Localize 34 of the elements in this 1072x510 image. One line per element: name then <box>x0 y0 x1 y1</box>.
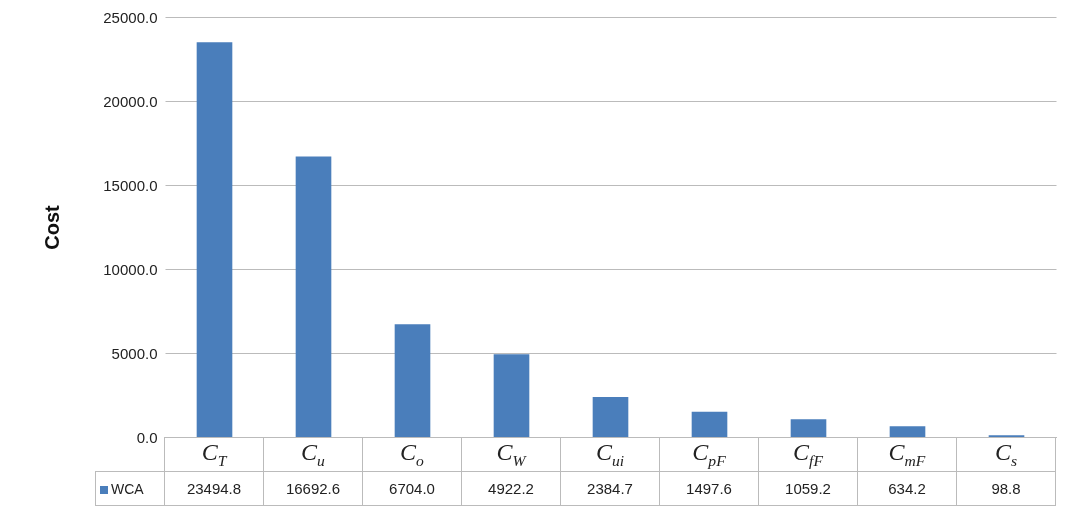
x-tick-label: C$_{W}$ <box>461 437 561 472</box>
x-tick-label: C$_{T}$ <box>164 437 264 472</box>
y-tick-label: 10000.0 <box>103 260 158 278</box>
bar <box>493 354 530 437</box>
bar <box>691 411 728 437</box>
data-label: 1497.6 <box>659 471 759 506</box>
data-label: 634.2 <box>857 471 957 506</box>
y-axis-title: Cost <box>41 204 64 250</box>
data-label: 98.8 <box>956 471 1056 506</box>
bar <box>889 426 926 437</box>
bar <box>295 156 332 437</box>
y-tick-label: 5000.0 <box>111 344 158 362</box>
x-tick-label: C$_{s}$ <box>956 437 1056 472</box>
x-tick-label: C$_{pF}$ <box>659 437 759 472</box>
data-label: 1059.2 <box>758 471 858 506</box>
y-tick-label: 20000.0 <box>103 92 158 110</box>
data-label: 23494.8 <box>164 471 264 506</box>
x-tick-label: C$_{u}$ <box>263 437 363 472</box>
y-tick-label: 15000.0 <box>103 176 158 194</box>
data-label: 2384.7 <box>560 471 660 506</box>
x-tick-label: C$_{o}$ <box>362 437 462 472</box>
data-label: 16692.6 <box>263 471 363 506</box>
data-label: 6704.0 <box>362 471 462 506</box>
bar <box>196 42 233 437</box>
x-tick-label: C$_{ui}$ <box>560 437 660 472</box>
bar <box>592 396 629 437</box>
bar <box>394 324 431 437</box>
y-tick-label: 0.0 <box>136 428 158 446</box>
x-tick-label: C$_{mF}$ <box>857 437 957 472</box>
data-label: 4922.2 <box>461 471 561 506</box>
x-tick-label: C$_{fF}$ <box>758 437 858 472</box>
bar <box>790 419 827 437</box>
y-tick-label: 25000.0 <box>103 8 158 26</box>
legend-label: WCA <box>95 471 165 506</box>
